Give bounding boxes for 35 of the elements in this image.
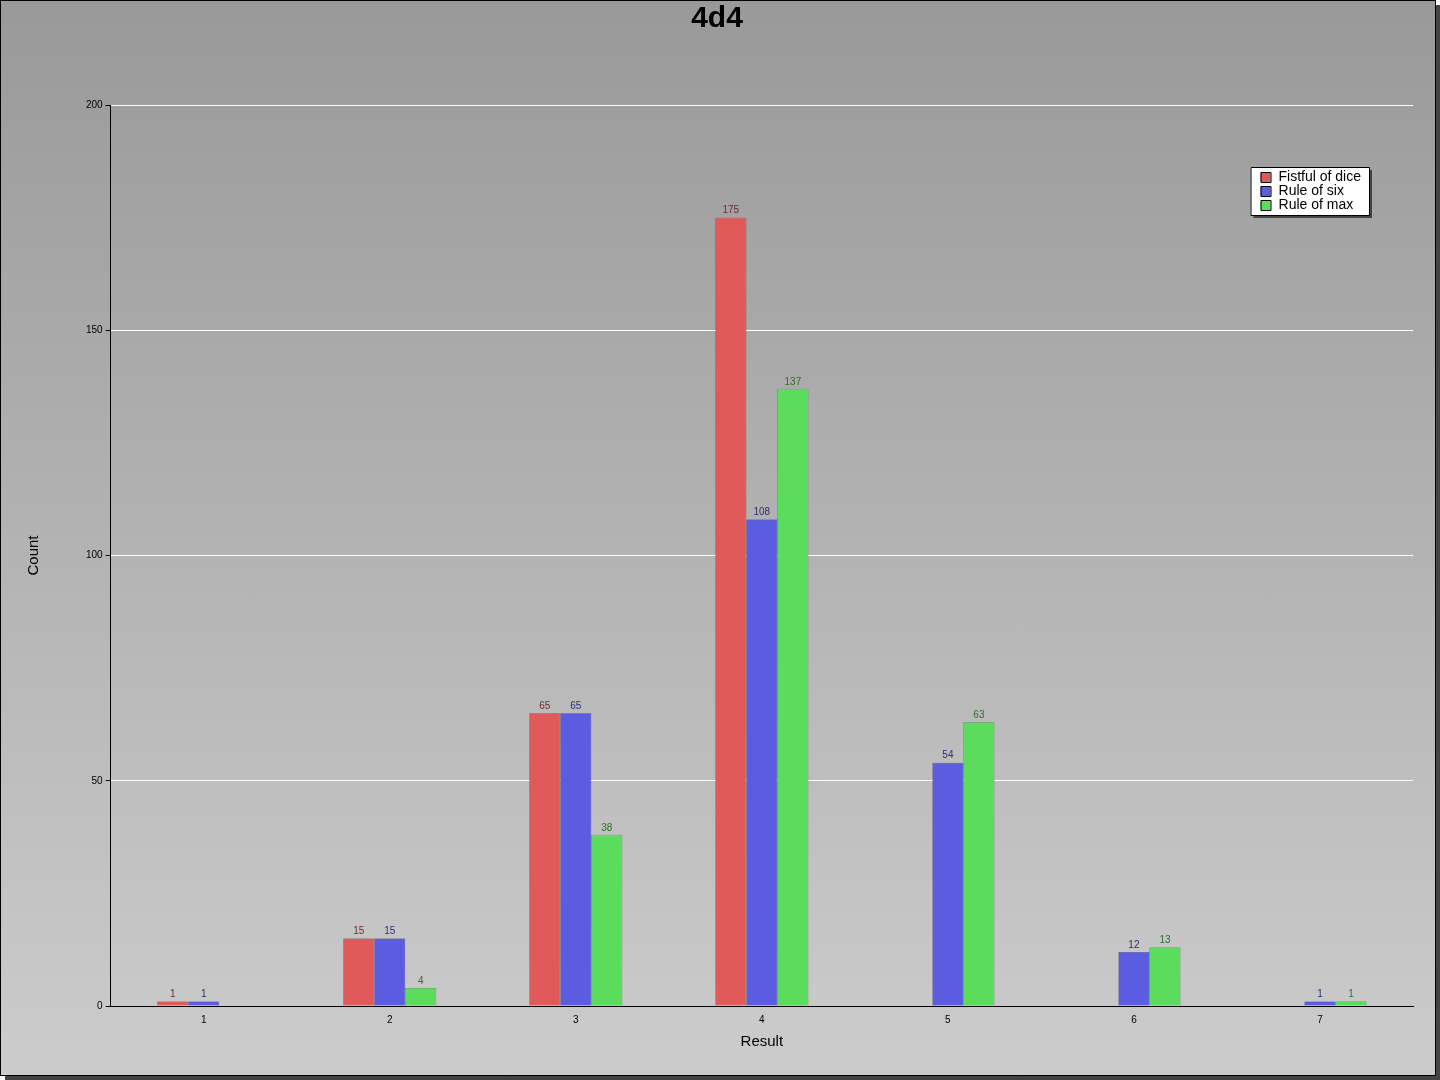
y-axis-title: Count — [24, 534, 42, 576]
x-tick-label: 5 — [945, 1013, 952, 1025]
data-label: 54 — [942, 749, 954, 761]
data-label: 1 — [1317, 988, 1324, 1000]
y-tick-label: 100 — [86, 549, 104, 561]
data-label: 15 — [384, 925, 396, 937]
data-label: 15 — [353, 925, 365, 937]
data-label: 175 — [722, 204, 740, 216]
data-label: 137 — [784, 375, 802, 387]
legend-label: Fistful of dice — [1278, 167, 1362, 184]
data-label: 4 — [417, 974, 424, 986]
data-label: 65 — [539, 699, 551, 711]
y-tick-label: 200 — [86, 98, 104, 110]
data-label: 108 — [753, 506, 771, 518]
data-label: 12 — [1128, 938, 1140, 950]
legend-label: Rule of max — [1278, 195, 1354, 212]
x-axis-title: Result — [740, 1032, 784, 1050]
data-label: 1 — [1348, 988, 1355, 1000]
x-tick-label: 6 — [1131, 1013, 1138, 1025]
x-tick-label: 1 — [200, 1013, 207, 1025]
x-tick-label: 4 — [759, 1013, 766, 1025]
data-label: 63 — [973, 708, 985, 720]
y-tick-label: 0 — [97, 999, 104, 1011]
y-tick-label: 150 — [86, 324, 104, 335]
data-label: 13 — [1159, 934, 1171, 946]
data-label: 38 — [601, 821, 613, 833]
chart-title: 4d4 — [691, 0, 744, 34]
legend-label: Rule of six — [1278, 181, 1344, 198]
x-tick-label: 7 — [1317, 1013, 1324, 1025]
data-label: 1 — [169, 988, 176, 1000]
data-label: 1 — [200, 988, 207, 1000]
x-tick-label: 3 — [573, 1013, 580, 1025]
x-tick-label: 2 — [386, 1013, 393, 1025]
y-tick-label: 50 — [91, 774, 104, 786]
data-label: 65 — [570, 699, 582, 711]
